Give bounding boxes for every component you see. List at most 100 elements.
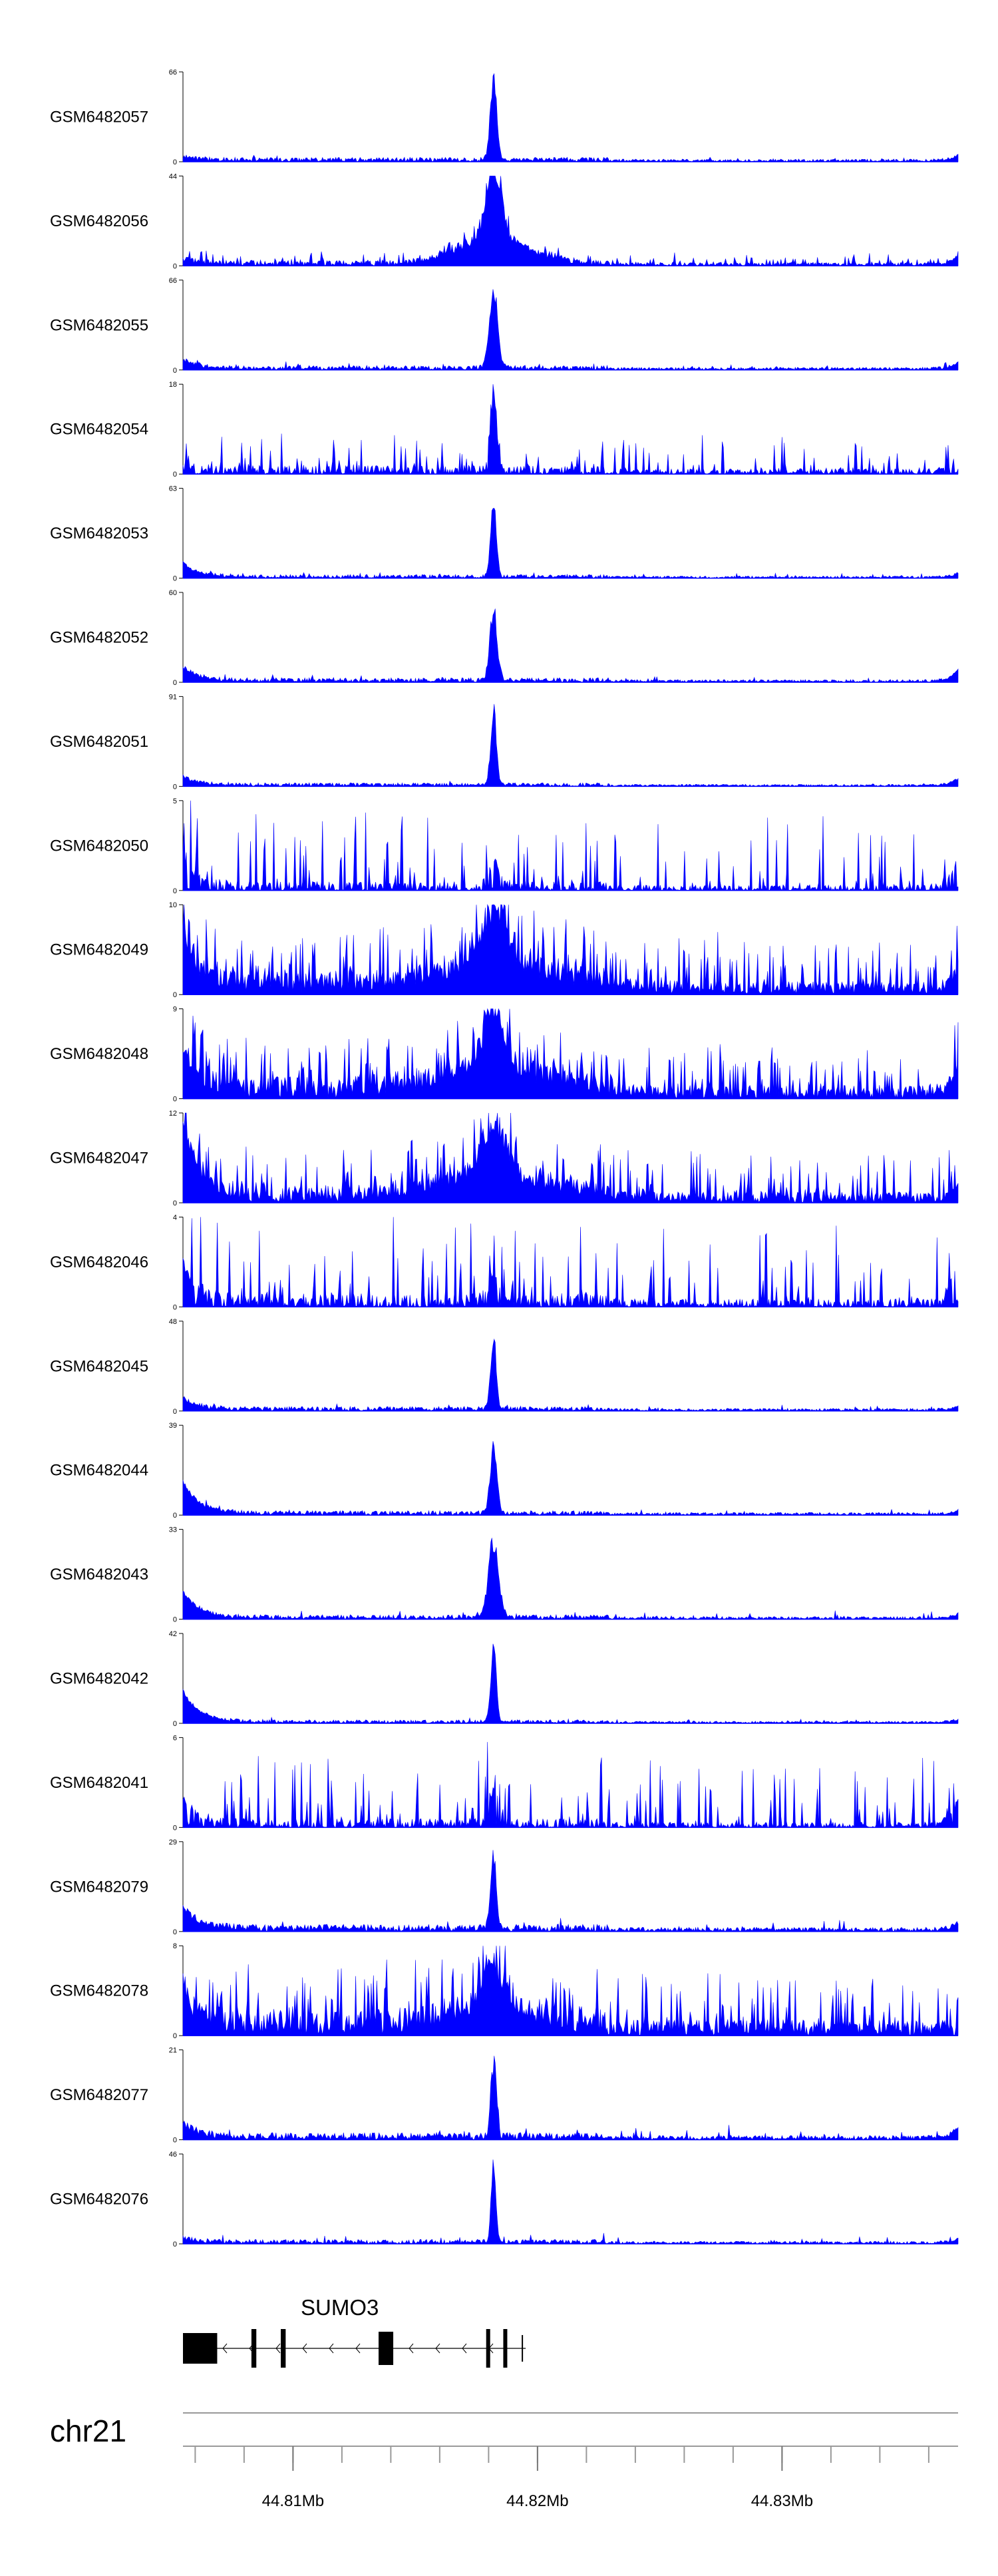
- y-min-label: 0: [173, 887, 177, 895]
- coverage-area: [182, 2159, 959, 2245]
- track-GSM6482048: GSM6482048 9 0: [50, 1006, 959, 1104]
- y-max-label: 33: [169, 1526, 177, 1534]
- y-min-label: 0: [173, 1824, 177, 1832]
- y-min-label: 0: [173, 679, 177, 687]
- y-max-label: 66: [169, 69, 177, 77]
- track-label: GSM6482046: [50, 1253, 148, 1271]
- y-max-label: 5: [173, 797, 177, 805]
- y-max-label: 10: [169, 901, 177, 909]
- y-max-label: 9: [173, 1006, 177, 1014]
- coverage-area: [182, 1217, 959, 1308]
- y-min-label: 0: [173, 783, 177, 791]
- track-label: GSM6482053: [50, 525, 148, 542]
- gene-exon: [183, 2333, 218, 2364]
- coverage-area: [182, 1742, 959, 1828]
- track-label: GSM6482048: [50, 1045, 148, 1063]
- track-label: GSM6482045: [50, 1357, 148, 1375]
- gene-annotation-track: SUMO3: [183, 2295, 526, 2368]
- y-min-label: 0: [173, 1616, 177, 1624]
- chromosome-axis: chr21 44.81Mb 44.82Mb 44.83Mb: [50, 2412, 958, 2510]
- gene-exon: [486, 2329, 490, 2368]
- y-min-label: 0: [173, 471, 177, 479]
- strand-chevron: [329, 2343, 334, 2354]
- gene-exon: [503, 2329, 508, 2368]
- coverage-tracks: GSM6482057660GSM6482056440GSM6482055660G…: [50, 69, 959, 2249]
- track-GSM6482042: GSM6482042 42 0: [50, 1630, 959, 1728]
- y-max-label: 42: [169, 1630, 177, 1638]
- track-GSM6482079: GSM6482079 29 0: [50, 1838, 959, 1936]
- axis-position-label: 44.83Mb: [751, 2492, 813, 2510]
- y-max-label: 48: [169, 1318, 177, 1326]
- y-max-label: 6: [173, 1734, 177, 1742]
- y-min-label: 0: [173, 1303, 177, 1311]
- strand-chevron: [435, 2343, 440, 2354]
- y-max-label: 29: [169, 1838, 177, 1846]
- gene-exon: [379, 2332, 394, 2365]
- track-GSM6482045: GSM6482045 48 0: [50, 1318, 959, 1416]
- y-max-label: 39: [169, 1422, 177, 1430]
- track-GSM6482053: GSM6482053 63 0: [50, 485, 959, 583]
- coverage-area: [182, 608, 959, 683]
- track-GSM6482041: GSM6482041 6 0: [50, 1734, 959, 1832]
- gene-exon: [251, 2329, 257, 2368]
- y-min-label: 0: [173, 1720, 177, 1728]
- track-label: GSM6482050: [50, 837, 148, 855]
- track-label: GSM6482042: [50, 1670, 148, 1688]
- y-max-label: 12: [169, 1110, 177, 1118]
- gene-exon: [281, 2329, 286, 2368]
- track-GSM6482057: GSM6482057 66 0: [50, 69, 959, 166]
- track-GSM6482077: GSM6482077 21 0: [50, 2047, 959, 2145]
- track-label: GSM6482077: [50, 2086, 148, 2104]
- y-min-label: 0: [173, 1512, 177, 1520]
- y-min-label: 0: [173, 2241, 177, 2249]
- track-GSM6482055: GSM6482055 66 0: [50, 277, 959, 375]
- y-min-label: 0: [173, 1096, 177, 1104]
- track-label: GSM6482043: [50, 1566, 148, 1584]
- track-label: GSM6482044: [50, 1462, 148, 1480]
- track-GSM6482052: GSM6482052 60 0: [50, 589, 959, 687]
- y-min-label: 0: [173, 2137, 177, 2145]
- track-label: GSM6482051: [50, 733, 148, 751]
- coverage-area: [182, 176, 959, 267]
- coverage-area: [182, 1338, 959, 1412]
- y-max-label: 44: [169, 172, 177, 180]
- track-GSM6482076: GSM6482076 46 0: [50, 2151, 959, 2249]
- coverage-area: [182, 289, 959, 371]
- axis-position-label: 44.82Mb: [506, 2492, 568, 2510]
- strand-chevron: [409, 2343, 414, 2354]
- y-max-label: 21: [169, 2047, 177, 2055]
- track-GSM6482056: GSM6482056 44 0: [50, 172, 959, 270]
- y-max-label: 4: [173, 1213, 177, 1221]
- strand-chevron: [355, 2343, 361, 2354]
- y-max-label: 91: [169, 693, 177, 701]
- track-label: GSM6482057: [50, 108, 148, 126]
- coverage-area: [182, 1112, 959, 1203]
- track-label: GSM6482054: [50, 421, 148, 439]
- gene-name-label: SUMO3: [301, 2295, 379, 2320]
- coverage-area: [182, 73, 959, 162]
- track-GSM6482078: GSM6482078 8 0: [50, 1942, 959, 2040]
- axis-position-label: 44.81Mb: [262, 2492, 324, 2510]
- coverage-area: [182, 1441, 959, 1516]
- coverage-area: [182, 904, 959, 995]
- y-min-label: 0: [173, 262, 177, 270]
- track-label: GSM6482055: [50, 316, 148, 334]
- track-GSM6482047: GSM6482047 12 0: [50, 1110, 959, 1207]
- chromosome-label: chr21: [50, 2414, 126, 2448]
- y-max-label: 8: [173, 1942, 177, 1950]
- y-max-label: 66: [169, 277, 177, 285]
- strand-chevron: [222, 2343, 228, 2354]
- strand-chevron: [302, 2343, 307, 2354]
- y-max-label: 63: [169, 485, 177, 493]
- coverage-area: [182, 1538, 959, 1620]
- track-label: GSM6482041: [50, 1774, 148, 1792]
- y-min-label: 0: [173, 158, 177, 166]
- track-GSM6482051: GSM6482051 91 0: [50, 693, 959, 791]
- coverage-area: [182, 1946, 959, 2036]
- track-label: GSM6482047: [50, 1150, 148, 1168]
- y-min-label: 0: [173, 367, 177, 375]
- coverage-area: [182, 2055, 959, 2141]
- coverage-area: [182, 1643, 959, 1724]
- y-max-label: 46: [169, 2151, 177, 2159]
